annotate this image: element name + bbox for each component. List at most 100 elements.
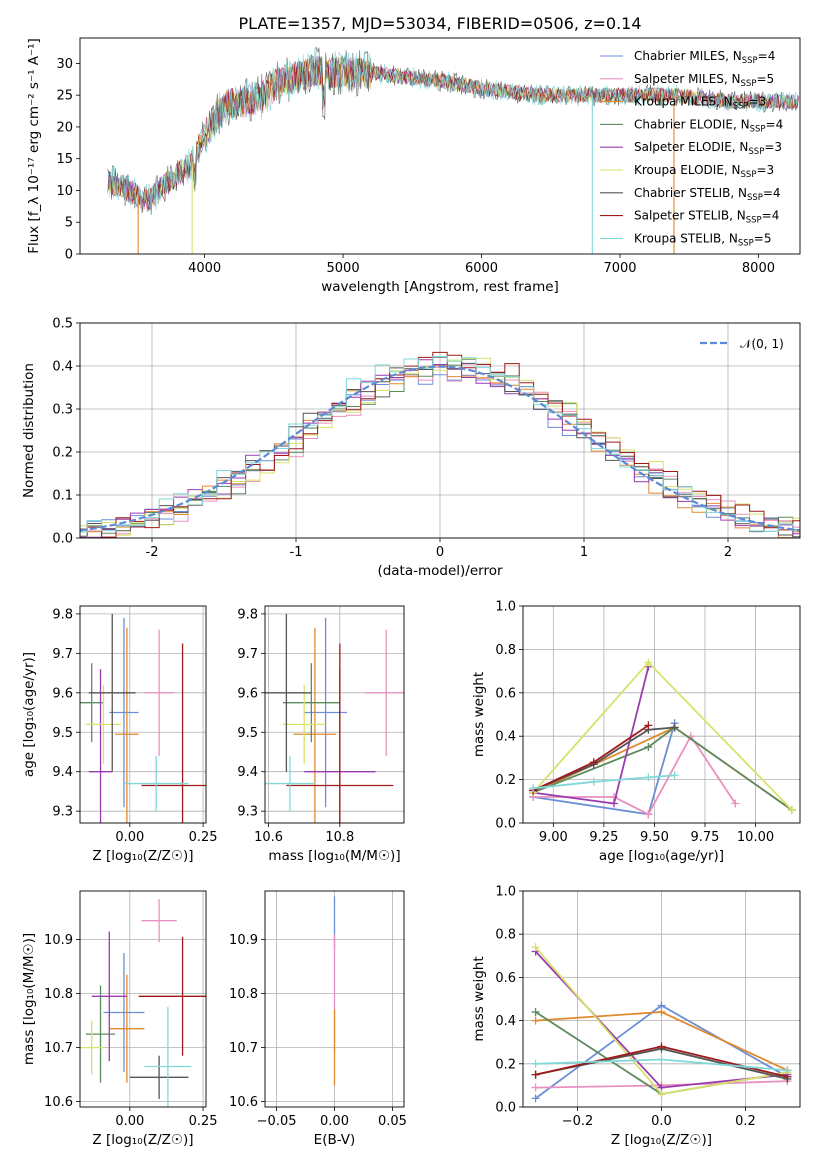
y-tick-label: 0.6 bbox=[495, 971, 516, 986]
x-tick-label: 9.25 bbox=[589, 830, 618, 845]
y-tick-label: 9.5 bbox=[237, 726, 258, 741]
weight-point bbox=[657, 1090, 666, 1099]
y-tick-label: 10.6 bbox=[229, 1095, 258, 1110]
weight-point bbox=[531, 1016, 540, 1025]
weight-point bbox=[670, 771, 679, 780]
errorbar-layer bbox=[80, 899, 206, 1107]
x-axis-label: Z [log₁₀(Z/Z☉)] bbox=[92, 1132, 193, 1148]
panel-age-vs-mass: 10.6 10.8 9.3 9.4 9.5 9.6 9.7 9.8 mass [log₁₀(M/… bbox=[237, 605, 405, 864]
weight-point bbox=[609, 799, 618, 808]
weight-point bbox=[657, 1055, 666, 1064]
x-tick-label: −0.2 bbox=[562, 1114, 594, 1129]
x-tick-label: 0.2 bbox=[735, 1114, 756, 1129]
y-tick-label: 10.8 bbox=[229, 987, 258, 1002]
x-tick-label: 5000 bbox=[327, 261, 360, 276]
x-tick-label: -2 bbox=[146, 545, 159, 560]
weight-series-7 bbox=[532, 726, 675, 792]
spectrum-lines bbox=[107, 46, 799, 254]
y-tick-label: 0.3 bbox=[52, 403, 73, 418]
weight-point bbox=[644, 773, 653, 782]
y-tick-label: 0.8 bbox=[495, 643, 516, 658]
weight-point bbox=[787, 805, 796, 814]
y-tick-label: 0.2 bbox=[495, 773, 516, 788]
panel-residuals: -2 -1 0 1 2 0.0 0.1 0.2 0.3 0.4 0.5 (data-model)/er… bbox=[21, 317, 801, 579]
x-tick-label: 10.6 bbox=[254, 830, 283, 845]
y-tick-label: 0.8 bbox=[495, 928, 516, 943]
histogram-series-9 bbox=[80, 356, 800, 533]
x-tick-label: 10.8 bbox=[325, 830, 354, 845]
x-axis-label: Z [log₁₀(Z/Z☉)] bbox=[611, 1132, 712, 1148]
weight-point bbox=[644, 743, 653, 752]
y-tick-label: 9.7 bbox=[237, 647, 258, 662]
y-tick-label: 9.3 bbox=[237, 805, 258, 820]
weight-point bbox=[589, 777, 598, 786]
axes-frame bbox=[79, 37, 801, 255]
y-tick-label: 5 bbox=[65, 216, 73, 231]
panel-weight-vs-Z: −0.2 0.0 0.2 0.0 0.2 0.4 0.6 0.8 1.0 Z [log₁₀(Z/Z… bbox=[471, 885, 801, 1148]
weight-point bbox=[657, 1007, 666, 1016]
x-tick-label: 9.50 bbox=[640, 830, 669, 845]
y-tick-label: 0.5 bbox=[52, 317, 73, 332]
y-axis-label: Flux [f_λ 10⁻¹⁷ erg cm⁻² s⁻¹ A⁻¹] bbox=[26, 38, 42, 254]
axes-frame bbox=[522, 605, 801, 824]
legend-entry: Chabrier MILES, NSSP=4 bbox=[634, 49, 775, 66]
panel-weight-vs-age: 9.00 9.25 9.50 9.75 10.00 0.0 0.2 0.4 0.6 0.8 1.0 a… bbox=[471, 600, 801, 864]
legend-entry: Chabrier ELODIE, NSSP=4 bbox=[634, 117, 783, 134]
x-tick-label: -1 bbox=[290, 545, 303, 560]
weight-point bbox=[531, 1094, 540, 1103]
weight-lines bbox=[529, 658, 796, 819]
y-tick-label: 0.4 bbox=[495, 730, 516, 745]
x-tick-label: −0.05 bbox=[257, 1114, 297, 1129]
legend-entry: Kroupa MILES, NSSP=3 bbox=[634, 95, 766, 112]
weight-point bbox=[731, 799, 740, 808]
normal-curve bbox=[80, 365, 800, 532]
weight-point bbox=[531, 1007, 540, 1016]
y-tick-label: 0.4 bbox=[495, 1014, 516, 1029]
spectrum-series-9 bbox=[109, 48, 799, 215]
y-tick-label: 9.5 bbox=[52, 726, 73, 741]
x-axis-label: mass [log₁₀(M/M☉)] bbox=[268, 848, 400, 864]
x-tick-label: 2 bbox=[724, 545, 732, 560]
y-tick-label: 0.1 bbox=[52, 489, 73, 504]
y-axis-label: age [log₁₀(age/yr)] bbox=[21, 652, 37, 777]
weight-point bbox=[531, 943, 540, 952]
weight-point bbox=[644, 810, 653, 819]
axes-frame bbox=[264, 605, 405, 824]
axes-frame bbox=[79, 890, 207, 1108]
weight-point bbox=[529, 784, 538, 793]
y-tick-label: 0.0 bbox=[52, 532, 73, 547]
weight-point bbox=[531, 1083, 540, 1092]
y-tick-label: 0.6 bbox=[495, 686, 516, 701]
y-tick-label: 10.8 bbox=[44, 987, 73, 1002]
y-tick-label: 10.9 bbox=[44, 933, 73, 948]
x-tick-label: 0.05 bbox=[378, 1114, 407, 1129]
legend-entry: Kroupa STELIB, NSSP=5 bbox=[634, 231, 772, 248]
y-tick-label: 9.4 bbox=[237, 765, 258, 780]
legend-entry: Salpeter ELODIE, NSSP=3 bbox=[634, 140, 782, 157]
figure-title: PLATE=1357, MJD=53034, FIBERID=0506, z=0… bbox=[238, 14, 641, 33]
axes-frame bbox=[79, 322, 801, 539]
y-tick-label: 10.7 bbox=[44, 1041, 73, 1056]
x-axis-label: (data-model)/error bbox=[377, 563, 503, 579]
y-tick-label: 0.0 bbox=[495, 817, 516, 832]
y-tick-label: 0.0 bbox=[495, 1101, 516, 1116]
x-tick-label: 0.25 bbox=[189, 1114, 218, 1129]
axes-frame bbox=[522, 890, 801, 1108]
x-tick-label: 0 bbox=[436, 545, 444, 560]
weight-lines bbox=[531, 943, 792, 1103]
weight-series-4 bbox=[532, 726, 793, 811]
y-tick-label: 0 bbox=[65, 248, 73, 263]
y-tick-label: 20 bbox=[56, 120, 73, 135]
x-tick-label: 0.00 bbox=[115, 1114, 144, 1129]
x-tick-label: 9.75 bbox=[690, 830, 719, 845]
y-tick-label: 9.7 bbox=[52, 647, 73, 662]
y-tick-label: 9.6 bbox=[52, 686, 73, 701]
axes-frame bbox=[264, 890, 405, 1108]
y-axis-label: Normed distribution bbox=[21, 363, 37, 498]
y-tick-label: 0.4 bbox=[52, 360, 73, 375]
y-tick-label: 10.6 bbox=[44, 1095, 73, 1110]
panel-spectrum: 4000 5000 6000 7000 8000 0 5 10 15 20 25 30 waveleng… bbox=[26, 37, 801, 295]
y-tick-label: 10.9 bbox=[229, 933, 258, 948]
y-tick-label: 9.3 bbox=[52, 805, 73, 820]
y-tick-label: 9.4 bbox=[52, 765, 73, 780]
